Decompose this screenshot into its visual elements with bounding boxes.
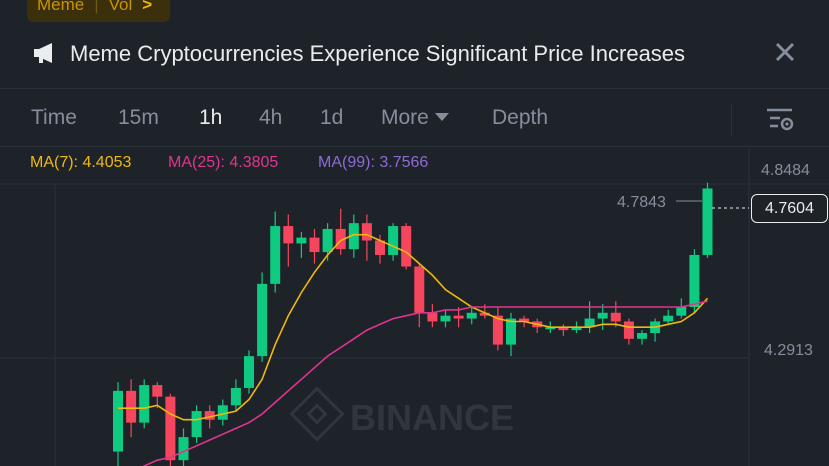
tab-more[interactable]: More bbox=[381, 106, 449, 130]
candle bbox=[558, 327, 569, 331]
candle bbox=[689, 254, 700, 307]
candle bbox=[165, 396, 176, 461]
candle bbox=[335, 228, 346, 250]
banner-title: Meme Cryptocurrencies Experience Signifi… bbox=[70, 41, 686, 66]
ma7-line bbox=[118, 233, 709, 421]
candlestick-chart[interactable]: BINANCE 4.7843 bbox=[0, 148, 829, 466]
candle bbox=[676, 307, 687, 316]
candle bbox=[453, 315, 464, 319]
tab-time[interactable]: Time bbox=[31, 106, 77, 129]
candle bbox=[610, 312, 621, 322]
binance-watermark: BINANCE bbox=[289, 386, 514, 442]
high-marker-label: 4.7843 bbox=[617, 194, 666, 211]
tag-separator: | bbox=[94, 0, 99, 14]
candle bbox=[427, 312, 438, 322]
caret-down-icon bbox=[434, 113, 449, 121]
candle bbox=[401, 226, 412, 267]
candle bbox=[348, 223, 359, 250]
candle bbox=[178, 437, 189, 461]
candle bbox=[388, 226, 399, 255]
megaphone-icon bbox=[34, 43, 52, 63]
candle bbox=[152, 385, 163, 397]
candle bbox=[637, 333, 647, 339]
candle bbox=[217, 405, 228, 420]
candle bbox=[309, 237, 320, 253]
candle bbox=[257, 283, 268, 357]
candle bbox=[296, 237, 307, 244]
candle bbox=[283, 226, 294, 244]
tab-1d[interactable]: 1d bbox=[320, 106, 344, 129]
high-marker: 4.7843 bbox=[617, 194, 702, 211]
candle bbox=[191, 411, 202, 438]
candle bbox=[113, 390, 123, 452]
tab-15m[interactable]: 15m bbox=[118, 106, 159, 129]
ma25-label: MA(25): 4.3805 bbox=[168, 154, 279, 171]
market-tag[interactable]: Meme | Vol > bbox=[27, 0, 170, 22]
candle bbox=[506, 318, 516, 345]
tab-4h[interactable]: 4h bbox=[259, 106, 283, 129]
candle bbox=[230, 387, 241, 406]
candle bbox=[571, 327, 582, 331]
divider bbox=[0, 146, 829, 147]
ma25-line bbox=[142, 300, 708, 466]
candle bbox=[361, 223, 372, 241]
candle bbox=[623, 321, 634, 339]
candle bbox=[375, 240, 385, 255]
tag-label-vol: Vol bbox=[108, 0, 133, 14]
candle bbox=[479, 312, 490, 316]
candles bbox=[113, 182, 713, 466]
timeframe-tabs: Time 15m 1h 4h 1d More Depth bbox=[0, 96, 829, 146]
candle bbox=[702, 188, 713, 255]
candle bbox=[466, 312, 477, 319]
current-price-tag[interactable]: 4.7604 bbox=[751, 194, 828, 223]
candle bbox=[139, 385, 150, 423]
tab-more-label: More bbox=[381, 106, 429, 129]
candle bbox=[270, 226, 281, 284]
tabs-divider bbox=[731, 104, 732, 136]
tab-1h[interactable]: 1h bbox=[199, 106, 223, 129]
candle bbox=[440, 315, 451, 322]
candle bbox=[519, 318, 530, 322]
candle bbox=[244, 356, 254, 388]
candle bbox=[204, 411, 215, 420]
candle bbox=[126, 390, 137, 423]
announcement-banner[interactable]: Meme Cryptocurrencies Experience Signifi… bbox=[0, 30, 829, 76]
candle bbox=[545, 327, 556, 330]
candle bbox=[414, 266, 425, 313]
candle bbox=[584, 318, 595, 328]
divider bbox=[0, 88, 829, 89]
watermark-text: BINANCE bbox=[350, 397, 514, 438]
candle bbox=[597, 312, 608, 319]
candle bbox=[322, 228, 333, 253]
chevron-right-icon: > bbox=[142, 0, 153, 14]
ma99-label: MA(99): 3.7566 bbox=[318, 154, 429, 171]
tab-depth[interactable]: Depth bbox=[492, 106, 549, 129]
ma7-label: MA(7): 4.4053 bbox=[30, 154, 132, 171]
price-axis-top: 4.8484 bbox=[761, 162, 810, 179]
candle bbox=[492, 315, 503, 345]
close-icon[interactable] bbox=[771, 38, 799, 66]
candle bbox=[663, 315, 674, 322]
price-axis-mid: 4.2913 bbox=[764, 342, 813, 359]
chart-settings-icon[interactable] bbox=[765, 106, 795, 134]
tag-label-meme: Meme bbox=[37, 0, 85, 14]
